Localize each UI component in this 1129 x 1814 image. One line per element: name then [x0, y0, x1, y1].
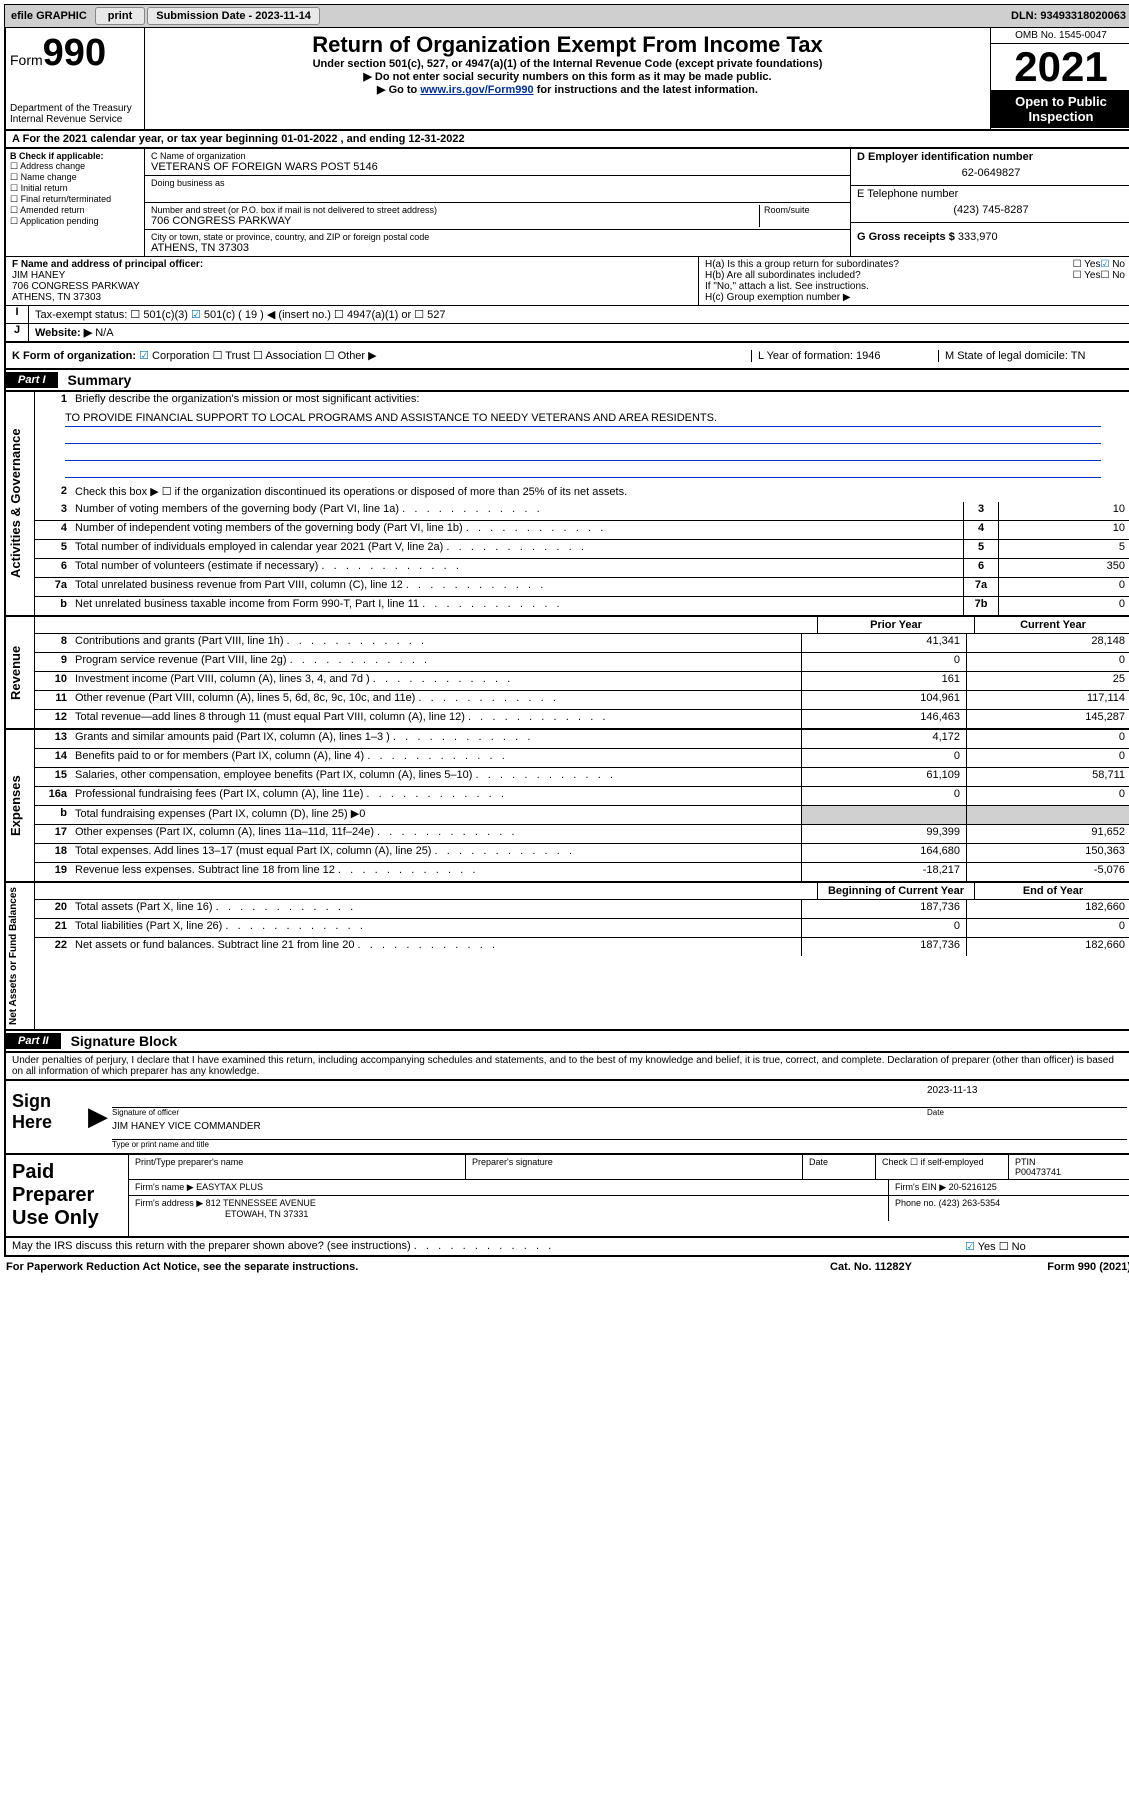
- exp-line: bTotal fundraising expenses (Part IX, co…: [35, 806, 1129, 825]
- gov-line: 5 Total number of individuals employed i…: [35, 540, 1129, 559]
- rev-line: 8Contributions and grants (Part VIII, li…: [35, 634, 1129, 653]
- open-public: Open to Public Inspection: [991, 90, 1129, 128]
- prep-phone: (423) 263-5354: [939, 1198, 1001, 1208]
- exp-line: 15Salaries, other compensation, employee…: [35, 768, 1129, 787]
- netassets-block: Net Assets or Fund Balances Beginning of…: [4, 883, 1129, 1031]
- firm-ein: 20-5216125: [949, 1182, 997, 1192]
- exp-line: 17Other expenses (Part IX, column (A), l…: [35, 825, 1129, 844]
- dln-label: DLN: 93493318020063: [1005, 8, 1129, 24]
- perjury-declaration: Under penalties of perjury, I declare th…: [4, 1053, 1129, 1081]
- top-bar: efile GRAPHIC print Submission Date - 20…: [4, 4, 1129, 28]
- form-title: Return of Organization Exempt From Incom…: [153, 32, 982, 58]
- rev-line: 12Total revenue—add lines 8 through 11 (…: [35, 710, 1129, 728]
- box-deg: D Employer identification number 62-0649…: [851, 149, 1129, 256]
- chk-initial[interactable]: Initial return: [10, 183, 140, 194]
- form-subtitle: Under section 501(c), 527, or 4947(a)(1)…: [153, 58, 982, 70]
- rev-line: 11Other revenue (Part VIII, column (A), …: [35, 691, 1129, 710]
- part2-header: Part II Signature Block: [4, 1031, 1129, 1053]
- chk-pending[interactable]: Application pending: [10, 216, 140, 227]
- revenue-block: Revenue Prior YearCurrent Year 8Contribu…: [4, 617, 1129, 730]
- gov-line: b Net unrelated business taxable income …: [35, 597, 1129, 615]
- officer-group-row: F Name and address of principal officer:…: [4, 256, 1129, 306]
- chk-amended[interactable]: Amended return: [10, 205, 140, 216]
- mission-text: TO PROVIDE FINANCIAL SUPPORT TO LOCAL PR…: [65, 412, 1101, 427]
- box-h: H(a) Is this a group return for subordin…: [699, 257, 1129, 305]
- row-j: J Website: ▶ N/A: [4, 324, 1129, 343]
- paid-preparer-block: Paid Preparer Use Only Print/Type prepar…: [4, 1155, 1129, 1238]
- gov-line: 3 Number of voting members of the govern…: [35, 502, 1129, 521]
- print-button[interactable]: print: [95, 7, 145, 25]
- year-formation: L Year of formation: 1946: [751, 350, 938, 362]
- irs-link[interactable]: www.irs.gov/Form990: [420, 84, 533, 96]
- activities-governance: Activities & Governance 1Briefly describ…: [4, 392, 1129, 617]
- row-a-period: A For the 2021 calendar year, or tax yea…: [4, 131, 1129, 149]
- gov-line: 6 Total number of volunteers (estimate i…: [35, 559, 1129, 578]
- org-city: ATHENS, TN 37303: [151, 242, 844, 254]
- box-c: C Name of organization VETERANS OF FOREI…: [145, 149, 851, 256]
- may-discuss-row: May the IRS discuss this return with the…: [4, 1238, 1129, 1257]
- gov-line: 4 Number of independent voting members o…: [35, 521, 1129, 540]
- box-b: B Check if applicable: Address change Na…: [6, 149, 145, 256]
- chk-address[interactable]: Address change: [10, 161, 140, 172]
- na-line: 20Total assets (Part X, line 16) 187,736…: [35, 900, 1129, 919]
- tax-year: 2021: [991, 44, 1129, 90]
- chk-name[interactable]: Name change: [10, 172, 140, 183]
- note-link: Go to www.irs.gov/Form990 for instructio…: [153, 83, 982, 96]
- chk-corp[interactable]: Corporation: [139, 350, 209, 362]
- footer: For Paperwork Reduction Act Notice, see …: [4, 1257, 1129, 1277]
- chk-trust[interactable]: Trust: [213, 350, 250, 362]
- irs-label: Internal Revenue Service: [10, 114, 140, 125]
- rev-line: 10Investment income (Part VIII, column (…: [35, 672, 1129, 691]
- state-domicile: M State of legal domicile: TN: [938, 350, 1125, 362]
- exp-line: 18Total expenses. Add lines 13–17 (must …: [35, 844, 1129, 863]
- form-header: Form990 Department of the Treasury Inter…: [4, 28, 1129, 131]
- sign-here-block: Sign Here ▶ 2023-11-13 Signature of offi…: [4, 1081, 1129, 1155]
- omb-number: OMB No. 1545-0047: [991, 28, 1129, 44]
- org-street: 706 CONGRESS PARKWAY: [151, 215, 759, 227]
- exp-line: 14Benefits paid to or for members (Part …: [35, 749, 1129, 768]
- na-line: 22Net assets or fund balances. Subtract …: [35, 938, 1129, 956]
- officer-name: JIM HANEY VICE COMMANDER: [112, 1117, 1127, 1139]
- row-ij: I Tax-exempt status: 501(c)(3) 501(c) ( …: [4, 306, 1129, 324]
- exp-line: 16aProfessional fundraising fees (Part I…: [35, 787, 1129, 806]
- org-info-row: B Check if applicable: Address change Na…: [4, 149, 1129, 256]
- submission-date: Submission Date - 2023-11-14: [147, 7, 320, 25]
- exp-line: 19Revenue less expenses. Subtract line 1…: [35, 863, 1129, 881]
- chk-final[interactable]: Final return/terminated: [10, 194, 140, 205]
- sign-date: 2023-11-13: [921, 1085, 1127, 1107]
- part1-header: Part I Summary: [4, 370, 1129, 392]
- row-klm: K Form of organization: Corporation Trus…: [4, 343, 1129, 370]
- efile-label: efile GRAPHIC: [5, 8, 93, 24]
- discuss-yes[interactable]: Yes: [965, 1241, 996, 1253]
- gov-line: 7a Total unrelated business revenue from…: [35, 578, 1129, 597]
- form-number: Form990: [10, 32, 140, 75]
- note-ssn: Do not enter social security numbers on …: [153, 70, 982, 83]
- chk-other[interactable]: Other ▶: [325, 350, 377, 362]
- exp-line: 13Grants and similar amounts paid (Part …: [35, 730, 1129, 749]
- box-f: F Name and address of principal officer:…: [6, 257, 699, 305]
- phone: (423) 745-8287: [857, 200, 1125, 220]
- expenses-block: Expenses 13Grants and similar amounts pa…: [4, 730, 1129, 883]
- ein: 62-0649827: [857, 163, 1125, 183]
- org-name: VETERANS OF FOREIGN WARS POST 5146: [151, 161, 844, 173]
- gross-receipts: 333,970: [958, 231, 998, 243]
- discuss-no[interactable]: No: [999, 1241, 1026, 1253]
- firm-name: EASYTAX PLUS: [196, 1182, 263, 1192]
- dept-label: Department of the Treasury: [10, 103, 140, 114]
- rev-line: 9Program service revenue (Part VIII, lin…: [35, 653, 1129, 672]
- ptin: P00473741: [1015, 1167, 1061, 1177]
- na-line: 21Total liabilities (Part X, line 26) 00: [35, 919, 1129, 938]
- chk-assoc[interactable]: Association: [253, 350, 322, 362]
